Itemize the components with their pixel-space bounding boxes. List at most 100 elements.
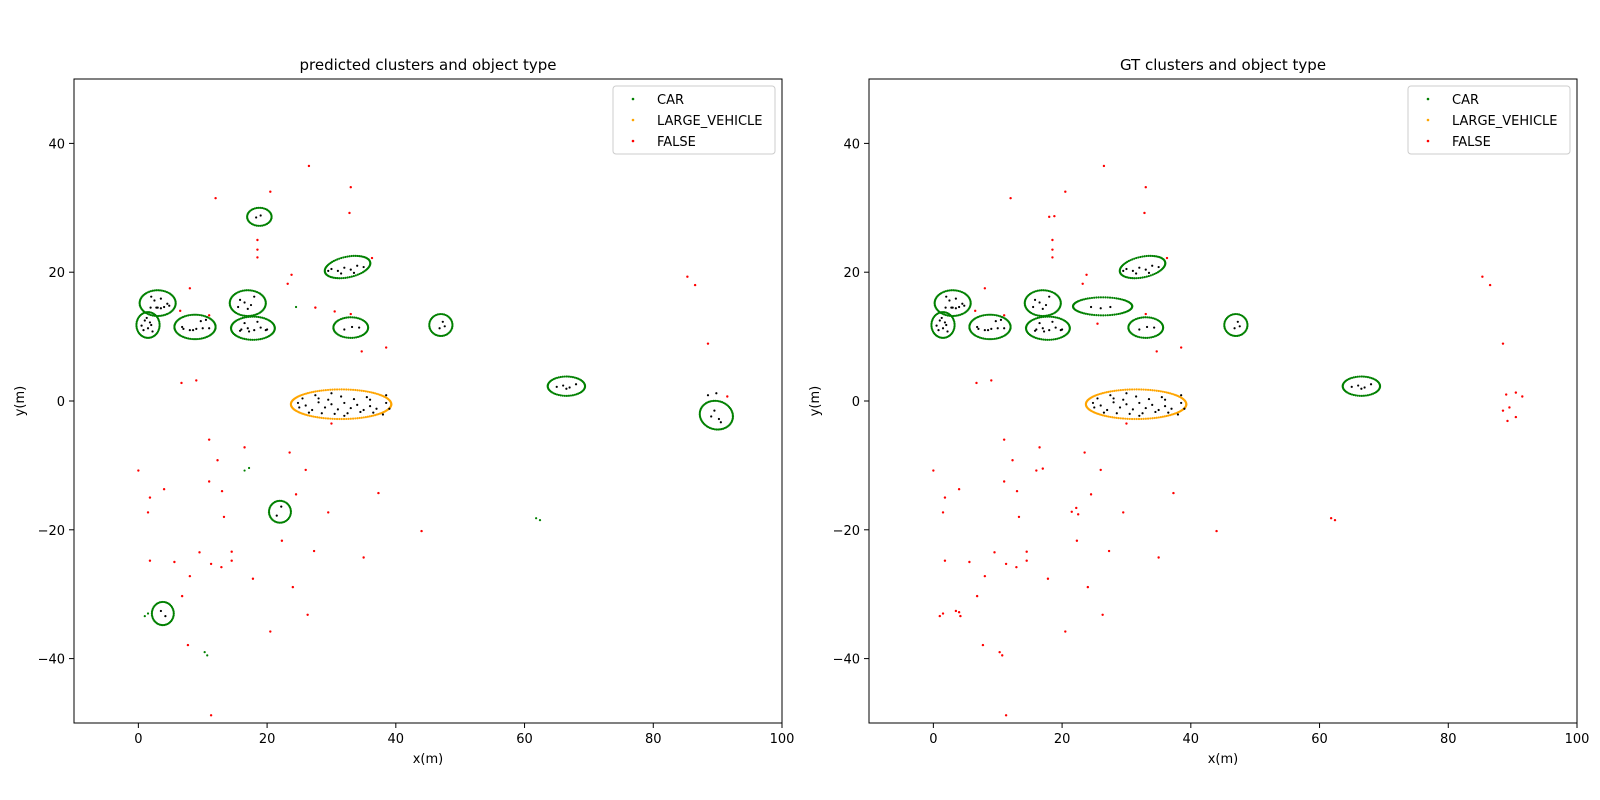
cluster-point xyxy=(1144,388,1147,391)
cluster-point xyxy=(356,254,359,258)
cluster-point xyxy=(348,276,351,279)
cluster-point xyxy=(1104,296,1107,299)
cluster-point xyxy=(264,336,267,339)
cluster-point xyxy=(322,417,325,420)
false-point xyxy=(1501,342,1505,345)
cluster-point xyxy=(354,274,357,277)
detection-point xyxy=(330,392,333,395)
detection-point xyxy=(153,299,156,302)
detection-point xyxy=(264,329,267,332)
cluster-point xyxy=(162,289,165,293)
car-point xyxy=(243,469,246,472)
cluster-point xyxy=(953,320,956,323)
cluster-point xyxy=(148,290,151,293)
detection-point xyxy=(443,325,446,328)
cluster-ellipse-large-vehicle xyxy=(1084,388,1188,421)
x-tick-label: 20 xyxy=(1054,732,1071,747)
cluster-point xyxy=(718,428,721,431)
false-point xyxy=(981,643,985,647)
cluster-point xyxy=(439,334,442,338)
cluster-point xyxy=(1128,417,1131,421)
detection-point xyxy=(238,298,242,301)
cluster-point xyxy=(1121,312,1124,315)
y-tick-label: 0 xyxy=(57,395,65,410)
detection-point xyxy=(296,401,300,405)
cluster-point xyxy=(720,428,723,431)
x-tick-label: 100 xyxy=(770,732,795,747)
false-point xyxy=(1501,409,1505,412)
cluster-ellipse-car xyxy=(173,313,217,341)
cluster-point xyxy=(196,313,200,316)
detection-point xyxy=(145,316,148,320)
cluster-point xyxy=(959,313,962,316)
cluster-point xyxy=(1033,318,1036,321)
false-point xyxy=(959,614,962,618)
cluster-point xyxy=(952,289,955,292)
cluster-point xyxy=(190,337,194,341)
cluster-point xyxy=(158,289,162,292)
cluster-point xyxy=(969,300,972,303)
cluster-point xyxy=(1143,255,1146,258)
cluster-point xyxy=(355,336,358,339)
false-point xyxy=(1481,275,1484,278)
cluster-point xyxy=(1140,417,1143,421)
cluster-point xyxy=(1137,417,1141,421)
cluster-point xyxy=(1151,335,1155,339)
false-point xyxy=(1085,273,1088,276)
cluster-point xyxy=(255,206,258,210)
false-point xyxy=(146,511,150,514)
cluster-point xyxy=(567,394,571,397)
cluster-point xyxy=(1140,336,1143,339)
cluster-point xyxy=(314,390,317,393)
cluster-point xyxy=(135,323,138,327)
cluster-ellipse-car xyxy=(1024,315,1071,341)
cluster-point xyxy=(1142,388,1145,391)
cluster-point xyxy=(329,388,332,391)
cluster-point xyxy=(205,335,209,339)
cluster-point xyxy=(1364,375,1368,378)
false-point xyxy=(1144,312,1147,316)
cluster-point xyxy=(358,335,361,338)
false-point xyxy=(1165,256,1169,260)
detection-point xyxy=(938,319,941,322)
cluster-point xyxy=(980,314,983,317)
false-point xyxy=(1048,215,1051,219)
cluster-point xyxy=(1044,338,1047,341)
cluster-point xyxy=(575,393,578,396)
cluster-point xyxy=(982,337,985,340)
detection-point xyxy=(1032,305,1035,309)
cluster-point xyxy=(1128,388,1131,391)
cluster-ellipse-car xyxy=(1341,375,1382,397)
x-tick-label: 40 xyxy=(388,732,405,747)
cluster-point xyxy=(200,314,203,317)
detection-point xyxy=(1128,412,1131,415)
detection-point xyxy=(1144,268,1147,271)
cluster-point xyxy=(1234,334,1237,338)
cluster-point xyxy=(1150,316,1153,319)
cluster-point xyxy=(278,499,281,502)
cluster-point xyxy=(946,289,949,292)
y-tick-label: 20 xyxy=(48,266,65,281)
cluster-point xyxy=(1106,314,1109,317)
cluster-point xyxy=(1105,391,1108,394)
cluster-point xyxy=(1144,316,1147,319)
false-point xyxy=(1002,480,1006,483)
car-point xyxy=(146,612,150,615)
detection-point xyxy=(155,306,158,309)
cluster-point xyxy=(1142,316,1145,319)
detection-point xyxy=(1350,385,1353,388)
x-tick-label: 60 xyxy=(1311,732,1328,747)
detection-point xyxy=(381,413,385,416)
detection-point xyxy=(340,272,343,275)
detection-point xyxy=(1054,326,1057,329)
false-point xyxy=(314,306,317,309)
cluster-point xyxy=(349,417,352,420)
cluster-point xyxy=(1050,315,1053,318)
y-tick-label: −40 xyxy=(38,653,65,668)
detection-point xyxy=(1131,408,1134,411)
detection-point xyxy=(238,329,242,332)
cluster-point xyxy=(1167,391,1170,394)
cluster-point xyxy=(1155,271,1158,275)
cluster-point xyxy=(346,276,349,279)
detection-point xyxy=(945,323,948,327)
